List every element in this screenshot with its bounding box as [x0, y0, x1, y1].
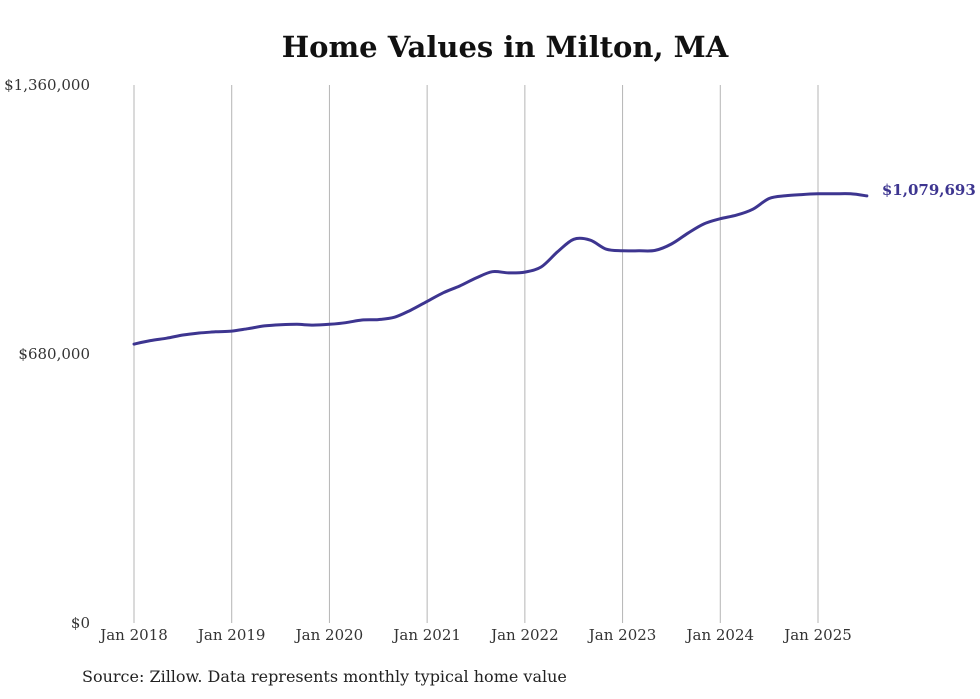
gridlines: [133, 85, 819, 623]
y-tick-label: $680,000: [18, 345, 90, 363]
x-axis-tick-labels: Jan 2018 Jan 2019 Jan 2020 Jan 2021 Jan 2022…: [98, 626, 852, 644]
y-axis-tick-labels: $0 $680,000 $1,360,000: [4, 76, 90, 632]
x-tick-label: Jan 2024: [685, 626, 755, 644]
x-tick-label: Jan 2023: [587, 626, 657, 644]
x-tick-label: Jan 2019: [196, 626, 266, 644]
chart-title: Home Values in Milton, MA: [281, 30, 729, 64]
series-line: [132, 192, 869, 346]
x-tick-label: Jan 2020: [294, 626, 364, 644]
x-tick-label: Jan 2025: [782, 626, 852, 644]
x-tick-label: Jan 2021: [391, 626, 461, 644]
x-tick-label: Jan 2022: [489, 626, 559, 644]
data-label-layer: $1,079,693: [882, 181, 976, 199]
source-note: Source: Zillow. Data represents monthly …: [82, 667, 567, 686]
end-value-label: $1,079,693: [882, 181, 976, 199]
y-tick-label: $1,360,000: [4, 76, 90, 94]
series-layer: [132, 192, 869, 346]
y-tick-label: $0: [71, 614, 90, 632]
x-tick-label: Jan 2018: [98, 626, 168, 644]
